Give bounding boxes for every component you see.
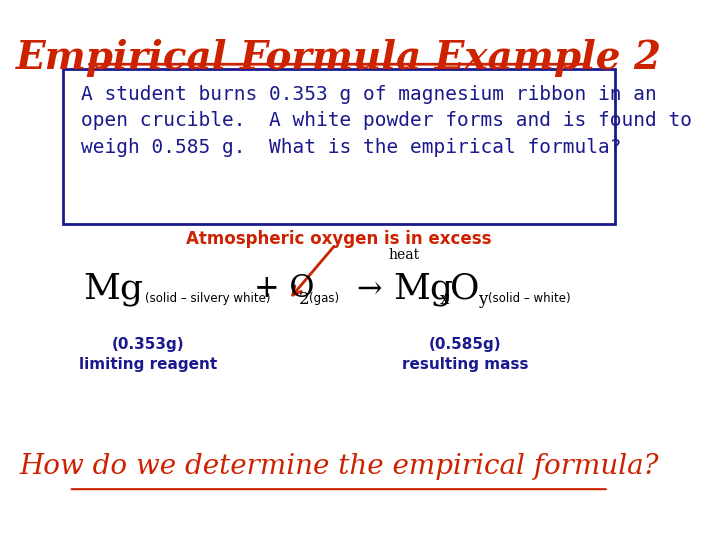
Text: + O: + O [253,273,314,305]
Text: (solid – white): (solid – white) [488,292,571,305]
Text: (solid – silvery white): (solid – silvery white) [145,292,271,305]
Text: (0.353g)
limiting reagent: (0.353g) limiting reagent [79,337,217,372]
Text: x: x [440,291,449,308]
Text: →: → [356,273,382,305]
Text: Empirical Formula Example 2: Empirical Formula Example 2 [16,39,662,77]
Text: y: y [478,291,487,308]
Text: Mg: Mg [393,272,454,306]
Text: How do we determine the empirical formula?: How do we determine the empirical formul… [19,453,659,480]
Text: A student burns 0.353 g of magnesium ribbon in an
open crucible.  A white powder: A student burns 0.353 g of magnesium rib… [81,85,692,157]
Text: (0.585g)
resulting mass: (0.585g) resulting mass [402,337,528,372]
FancyBboxPatch shape [63,69,615,224]
Text: Mg: Mg [84,272,143,306]
Text: O: O [450,272,480,306]
Text: heat: heat [389,248,420,262]
Text: Atmospheric oxygen is in excess: Atmospheric oxygen is in excess [186,230,492,248]
Text: 2: 2 [299,291,310,308]
Text: (gas): (gas) [310,292,340,305]
